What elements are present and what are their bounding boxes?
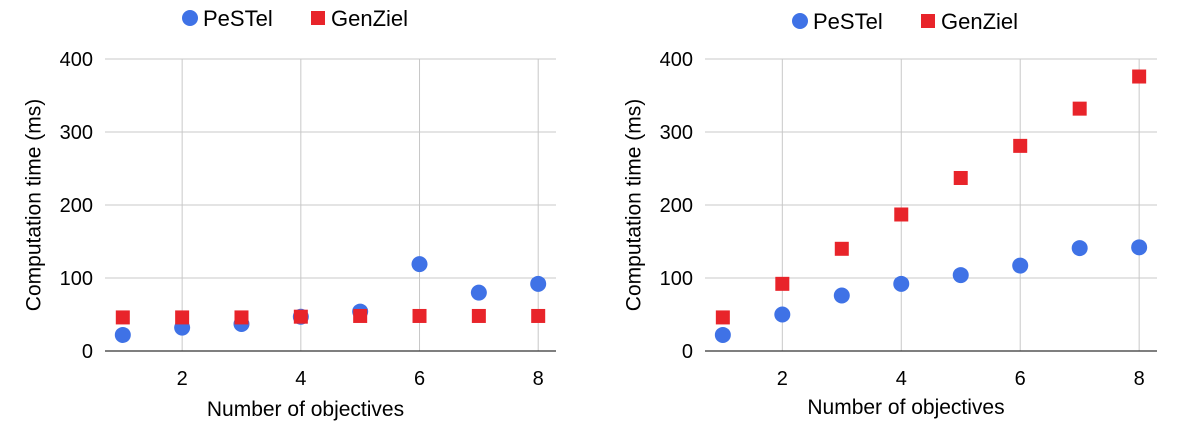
data-point-genziel [1072, 101, 1087, 116]
data-point-genziel [834, 241, 849, 256]
data-point-pestel [114, 326, 131, 343]
legend-marker-pestel [182, 10, 198, 26]
x-tick-label: 2 [777, 368, 788, 390]
data-point-pestel [470, 284, 487, 301]
data-point-genziel [293, 309, 308, 324]
series-pestel [714, 239, 1148, 343]
x-tick-label: 4 [896, 368, 907, 390]
data-point-pestel [714, 326, 731, 343]
x-tick-label: 8 [1134, 368, 1145, 390]
x-tick-label: 2 [177, 368, 188, 390]
y-tick-label: 400 [660, 49, 693, 71]
y-tick-label: 200 [660, 195, 693, 217]
legend: PeSTel GenZiel [182, 6, 408, 31]
y-axis-title: Computation time (ms) [623, 99, 646, 311]
x-axis-title: Number of objectives [807, 396, 1004, 419]
y-tick-label: 100 [660, 268, 693, 290]
y-tick-label: 100 [60, 268, 93, 290]
data-point-pestel [1012, 257, 1029, 274]
data-point-genziel [1132, 69, 1147, 84]
data-point-genziel [1013, 138, 1028, 153]
series-pestel [114, 256, 547, 343]
chart-panel-2: 0 100 200 300 400 2 4 6 8 Number of objectives Com… [623, 9, 1157, 419]
y-tick-label: 0 [82, 341, 93, 363]
data-point-genziel [531, 308, 546, 323]
y-tick-label: 300 [60, 122, 93, 144]
x-tick-label: 8 [533, 368, 544, 390]
y-axis-title: Computation time (ms) [23, 99, 46, 311]
data-point-pestel [833, 287, 850, 304]
data-point-genziel [353, 308, 368, 323]
data-point-pestel [952, 267, 969, 284]
data-point-pestel [530, 275, 547, 292]
data-point-genziel [953, 170, 968, 185]
y-tick-label: 300 [660, 122, 693, 144]
legend-label-genziel: GenZiel [331, 6, 408, 31]
data-point-genziel [471, 308, 486, 323]
data-point-genziel [715, 310, 730, 325]
y-tick-label: 400 [60, 49, 93, 71]
chart-panel-1: 0 100 200 300 400 2 4 6 8 Number of objectives Com… [23, 6, 556, 421]
x-tick-label: 4 [295, 368, 306, 390]
data-point-genziel [234, 310, 249, 325]
legend-label-pestel: PeSTel [813, 9, 883, 34]
legend-marker-genziel [311, 11, 325, 25]
series-genziel [115, 308, 546, 325]
y-tick-label: 0 [682, 341, 693, 363]
series-genziel [715, 69, 1147, 325]
legend-label-pestel: PeSTel [203, 6, 273, 31]
y-tick-label: 200 [60, 195, 93, 217]
legend: PeSTel GenZiel [792, 9, 1018, 34]
data-point-pestel [1131, 239, 1148, 256]
data-point-pestel [893, 275, 910, 292]
data-point-genziel [175, 310, 190, 325]
legend-label-genziel: GenZiel [941, 9, 1018, 34]
x-tick-label: 6 [414, 368, 425, 390]
data-point-genziel [412, 308, 427, 323]
legend-marker-genziel [921, 14, 935, 28]
data-point-pestel [411, 256, 428, 273]
x-tick-label: 6 [1015, 368, 1026, 390]
legend-marker-pestel [792, 13, 808, 29]
x-axis-title: Number of objectives [207, 398, 404, 421]
data-point-genziel [894, 207, 909, 222]
data-point-pestel [1071, 240, 1088, 257]
data-point-pestel [774, 306, 791, 323]
data-point-genziel [775, 276, 790, 291]
data-point-genziel [115, 310, 130, 325]
